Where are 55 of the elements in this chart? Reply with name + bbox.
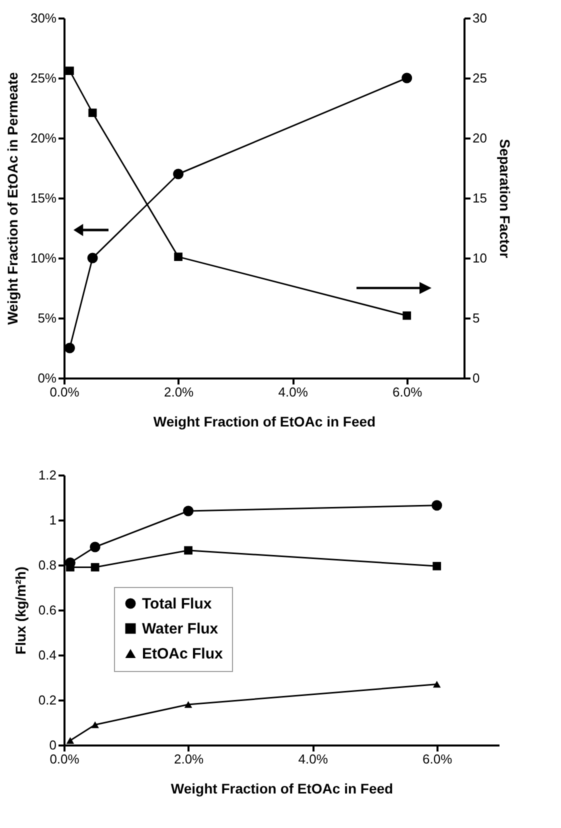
y-tick-label: 0.8 <box>38 558 56 572</box>
x-axis-title: Weight Fraction of EtOAc in Feed <box>170 780 394 796</box>
y2-tick-label: 15 <box>472 190 487 206</box>
point <box>66 737 74 744</box>
y-tick-label: 30% <box>30 10 57 26</box>
y2-axis-title: Separation Factor <box>496 138 513 259</box>
y-tick-label: 0.2 <box>38 692 56 708</box>
point <box>432 562 442 570</box>
point <box>91 721 99 728</box>
y-tick-label: 5% <box>38 310 57 326</box>
point <box>174 252 182 261</box>
point <box>90 563 100 572</box>
y-tick-label: 1.2 <box>38 468 56 482</box>
x-tick-label: 4.0% <box>278 384 308 400</box>
y-tick-label: 0 <box>49 738 56 752</box>
point <box>184 546 192 555</box>
y2-tick-label: 20 <box>472 130 487 146</box>
point <box>173 168 184 180</box>
y-tick-label: 10% <box>30 250 57 266</box>
y-tick-label: 25% <box>30 70 57 86</box>
point <box>184 701 192 708</box>
x-axis-title: Weight Fraction of EtOAc in Feed <box>153 414 376 430</box>
y-tick-label: 0.6 <box>38 602 56 618</box>
point <box>88 108 97 117</box>
x-tick-label: 0.0% <box>50 752 80 766</box>
x-tick-label: 4.0% <box>298 752 328 766</box>
point <box>66 66 74 75</box>
point <box>87 252 98 264</box>
point <box>432 680 441 688</box>
y-tick-label: 0% <box>38 370 57 386</box>
point <box>64 342 75 354</box>
y-tick-label: 20% <box>30 130 57 146</box>
y2-tick-label: 5 <box>472 310 480 326</box>
y-axis-title: Weight Fraction of EtOAc in Permeate <box>4 72 20 325</box>
legend-label: Total Flux <box>142 596 212 612</box>
y-tick-label: 15% <box>30 190 57 206</box>
point <box>432 500 442 511</box>
point <box>402 72 412 84</box>
y2-tick-label: 30 <box>472 10 487 26</box>
x-tick-label: 6.0% <box>422 752 453 766</box>
x-tick-label: 2.0% <box>164 384 194 400</box>
y2-tick-label: 0 <box>472 370 480 386</box>
point <box>402 311 412 320</box>
point <box>90 542 100 552</box>
y-tick-label: 1 <box>49 512 56 528</box>
y2-tick-label: 25 <box>472 70 487 86</box>
x-tick-label: 6.0% <box>392 384 423 400</box>
y-axis-title: Flux (kg/m²h) <box>12 566 28 654</box>
x-tick-label: 0.0% <box>50 384 80 400</box>
legend-label: EtOAc Flux <box>142 646 224 662</box>
y2-tick-label: 10 <box>472 250 487 266</box>
y-tick-label: 0.4 <box>38 648 56 662</box>
point <box>183 506 194 516</box>
x-tick-label: 2.0% <box>174 752 204 766</box>
legend-label: Water Flux <box>142 620 219 638</box>
